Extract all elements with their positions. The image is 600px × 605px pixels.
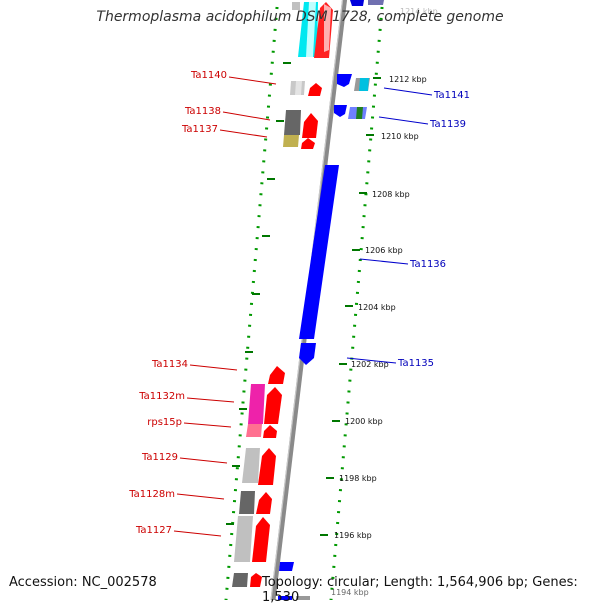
gene-block [234,516,253,562]
gene-block [278,596,292,600]
gene-label-rps15p[interactable]: rps15p [147,417,182,428]
gene-label-ta1137[interactable]: Ta1137 [181,124,218,135]
gene-label-ta1129[interactable]: Ta1129 [141,452,178,463]
gene-label-ta1139[interactable]: Ta1139 [429,119,466,130]
gene-arrow [264,387,282,424]
left-leader-lines [173,76,277,537]
gene-block [306,2,316,57]
gene-block [295,81,302,95]
gene-label-ta1134[interactable]: Ta1134 [151,359,188,370]
gene-label-ta1136[interactable]: Ta1136 [409,259,446,270]
gene-block [232,573,248,587]
gene-arrow [324,4,331,52]
scale-label-1194: 1194 kbp [331,588,369,597]
gene-arrow [268,366,285,384]
gene-block [356,107,363,119]
gene-arrow [299,165,339,339]
gene-label-ta1140[interactable]: Ta1140 [190,70,227,81]
gene-label-ta1127[interactable]: Ta1127 [135,525,172,536]
scale-label-1208: 1208 kbp [372,190,410,199]
scale-labels: 1212 kbp 1210 kbp 1208 kbp 1206 kbp 1204… [331,75,427,597]
scale-label-faded: 1214 kbp [400,7,438,16]
left-tick-marks [226,62,291,525]
scale-label-1196: 1196 kbp [334,531,372,540]
right-leader-lines [346,87,433,364]
gene-arrow [302,113,318,138]
gene-block [248,384,265,424]
gene-block [283,135,299,147]
left-gene-labels: Ta1140 Ta1138 Ta1137 Ta1134 Ta1132m rps1… [128,70,227,536]
gene-label-ta1141[interactable]: Ta1141 [433,90,470,101]
gene-block [292,2,300,10]
gene-arrow [258,448,276,485]
gene-arrow [279,562,294,571]
gene-arrow [263,425,277,438]
topology-label: Topology: circular; Length: 1,564,906 bp… [262,575,578,605]
gene-arrow [252,517,270,562]
gene-arrow [334,105,347,117]
accession-label: Accession: NC_002578 [9,575,157,590]
gene-arrow [337,74,352,87]
gene-arrow [350,0,364,6]
scale-label-1200: 1200 kbp [345,417,383,426]
map-title: Thermoplasma acidophilum DSM 1728, compl… [96,9,504,25]
gene-block [284,110,301,135]
scale-label-1204: 1204 kbp [358,303,396,312]
gene-arrow [256,492,272,514]
gene-block [239,491,255,514]
scale-label-1202: 1202 kbp [351,360,389,369]
gene-arrow [301,138,315,149]
right-gene-labels: Ta1141 Ta1139 Ta1136 Ta1135 [397,90,470,369]
scale-label-1210: 1210 kbp [381,132,419,141]
scale-label-1198: 1198 kbp [339,474,377,483]
scale-label-1212: 1212 kbp [389,75,427,84]
gene-block [296,596,310,600]
gene-label-ta1128m[interactable]: Ta1128m [128,489,175,500]
gene-arrow [308,83,322,96]
gene-block [246,424,262,437]
gene-label-ta1138[interactable]: Ta1138 [184,106,221,117]
gene-label-ta1135[interactable]: Ta1135 [397,358,434,369]
gene-block [242,448,260,483]
gene-block [368,0,384,5]
right-tick-marks [320,77,381,536]
gene-label-ta1132m[interactable]: Ta1132m [138,391,185,402]
gene-block [359,78,369,91]
gene-arrow [299,343,316,365]
gene-arrow [250,573,262,587]
scale-label-1206: 1206 kbp [365,246,403,255]
